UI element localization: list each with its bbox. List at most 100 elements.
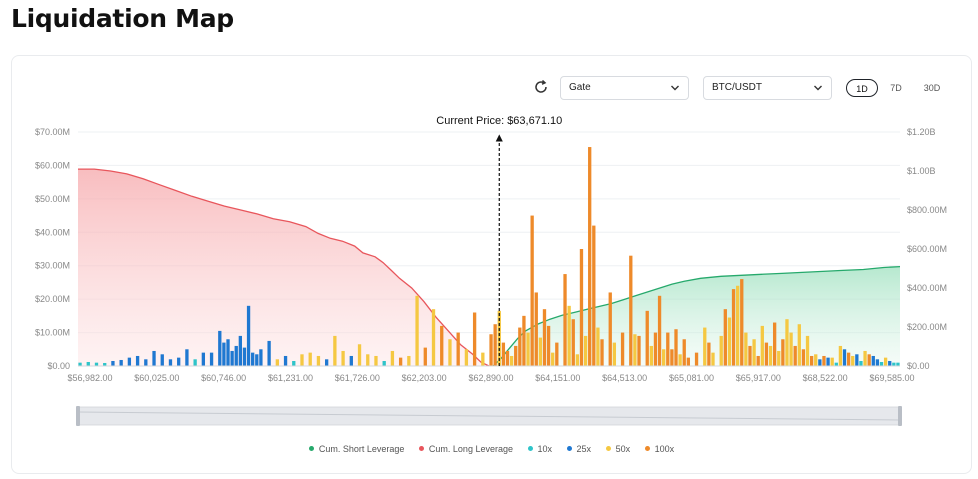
bar-10x [193,359,197,366]
bar-100x [686,357,690,366]
bar-50x [703,327,707,366]
x-axis-tick-label: $64,151.00 [535,373,580,383]
bar-25x [185,349,189,366]
bar-50x [768,345,773,366]
bar-50x [711,352,715,366]
bar-25x [888,360,892,366]
bar-100x [666,332,670,366]
right-axis-tick-label: $400.00M [907,283,947,293]
legend-item-10x[interactable]: 10x [527,444,553,454]
bar-100x [822,355,826,366]
bar-50x [509,355,514,366]
bar-50x [567,305,571,366]
bar-100x [398,357,403,366]
bar-50x [814,354,818,366]
cum-long-leverage-area [78,169,489,366]
legend-item-cum-long[interactable]: Cum. Long Leverage [418,444,513,454]
bar-100x [772,322,777,366]
bar-50x [308,352,312,366]
bar-100x [571,319,575,366]
x-axis-tick-label: $62,203.00 [402,373,447,383]
bar-25x [875,359,880,366]
bar-25x [349,355,353,366]
bar-10x [94,362,99,366]
current-price-label: Current Price: $63,671.10 [436,115,562,127]
timeframe-1d-button[interactable]: 1D [846,79,878,97]
exchange-select[interactable]: Gate [560,76,689,100]
bar-25x [222,342,226,366]
bar-10x [892,362,896,366]
bar-100x [645,310,649,366]
bar-50x [464,349,469,366]
bar-100x [501,342,506,366]
bar-100x [637,335,641,366]
bar-100x [472,312,477,366]
bar-25x [230,350,234,366]
bar-10x [896,362,900,366]
bar-10x [103,362,107,366]
liquidation-map-card: Gate BTC/USDT 1D 7D 30D $0.00 $10.00M $20.… [11,55,972,474]
pair-select[interactable]: BTC/USDT [703,76,832,100]
bar-25x [246,305,251,366]
bar-10x [834,362,838,366]
legend-label: 25x [576,444,592,454]
refresh-icon[interactable] [533,79,549,95]
legend-swatch [527,446,533,451]
range-slider-handle-left[interactable] [76,406,80,426]
bar-25x [242,347,247,366]
pair-select-value: BTC/USDT [712,82,762,93]
bar-100x [781,339,785,366]
bar-50x [390,350,395,366]
bar-25x [255,354,259,366]
bar-25x [234,345,238,366]
bar-100x [588,147,592,366]
range-slider-handle-right[interactable] [898,406,902,426]
bar-50x [481,352,485,366]
bar-50x [275,359,279,366]
bar-100x [629,255,633,366]
bar-100x [707,342,711,366]
bar-10x [292,360,296,366]
bar-100x [653,332,658,366]
left-axis-tick-label: $0.00 [47,361,70,371]
chevron-down-icon [671,85,679,91]
right-axis-tick-label: $200.00M [907,322,947,332]
bar-100x [493,324,497,366]
timeframe-7d-button[interactable]: 7D [890,83,902,93]
legend-label: Cum. Short Leverage [318,444,405,454]
bar-50x [633,334,637,366]
x-axis-tick-label: $65,081.00 [669,373,714,383]
bar-100x [748,345,752,366]
bar-100x [723,309,727,366]
bar-50x [551,352,555,366]
bar-100x [592,225,596,366]
chevron-down-icon [814,85,822,91]
bar-100x [555,342,559,366]
bar-25x [111,360,115,366]
legend-item-25x[interactable]: 25x [566,444,592,454]
bar-50x [727,317,732,366]
bar-100x [801,349,806,366]
bar-100x [740,279,744,366]
bar-25x [871,355,875,366]
liquidation-chart: $0.00 $10.00M $20.00M $30.00M $40.00M $50.00M… [35,115,947,426]
bar-50x [575,354,580,366]
timeframe-30d-button[interactable]: 30D [923,83,941,93]
bar-100x [670,349,674,366]
bar-25x [226,339,230,366]
bar-25x [238,335,242,366]
x-axis-tick-label: $61,231.00 [268,373,313,383]
bar-50x [797,324,801,366]
bar-50x [374,355,378,366]
legend-item-50x[interactable]: 50x [605,444,630,454]
bar-25x [168,359,173,366]
right-axis-tick-label: $0.00 [907,361,930,371]
bar-25x [135,355,140,366]
x-axis-tick-label: $65,917.00 [736,373,781,383]
legend-item-cum-short[interactable]: Cum. Short Leverage [308,444,405,454]
bar-100x [867,354,871,366]
legend-label: 10x [537,444,553,454]
legend-item-100x[interactable]: 100x [644,444,674,454]
left-axis-tick-label: $50.00M [35,194,70,204]
bar-25x [218,330,222,366]
